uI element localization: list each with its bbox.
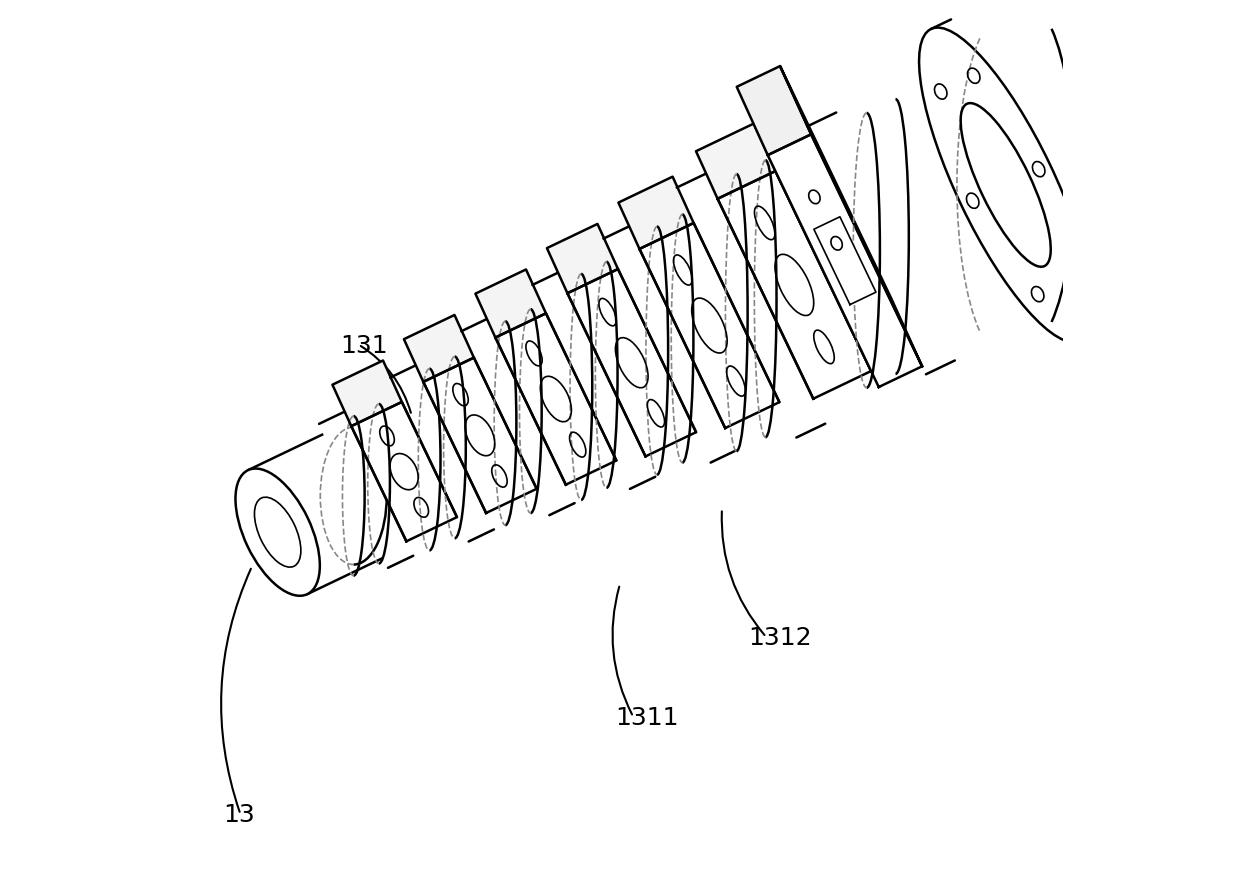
Polygon shape [619, 178, 693, 249]
Polygon shape [495, 314, 616, 485]
Ellipse shape [236, 469, 320, 596]
Polygon shape [813, 217, 875, 305]
Ellipse shape [961, 104, 1050, 267]
Polygon shape [351, 402, 458, 542]
Polygon shape [475, 270, 546, 338]
Text: 13: 13 [223, 803, 254, 827]
Polygon shape [718, 172, 870, 400]
Polygon shape [332, 361, 402, 426]
Polygon shape [547, 224, 618, 294]
Polygon shape [696, 124, 775, 199]
Polygon shape [807, 114, 955, 375]
Polygon shape [677, 174, 826, 438]
Polygon shape [780, 67, 923, 367]
Ellipse shape [919, 29, 1092, 343]
Polygon shape [391, 366, 494, 542]
Polygon shape [461, 320, 574, 516]
Polygon shape [737, 67, 811, 156]
Polygon shape [768, 135, 923, 388]
Polygon shape [640, 224, 780, 428]
Text: 131: 131 [341, 333, 388, 357]
Polygon shape [319, 412, 413, 569]
Text: 1312: 1312 [749, 626, 812, 649]
Polygon shape [604, 227, 735, 463]
Polygon shape [568, 270, 696, 457]
Text: 1311: 1311 [615, 705, 680, 730]
Polygon shape [423, 358, 537, 513]
Polygon shape [404, 316, 474, 383]
Polygon shape [532, 274, 655, 489]
Polygon shape [248, 434, 383, 595]
